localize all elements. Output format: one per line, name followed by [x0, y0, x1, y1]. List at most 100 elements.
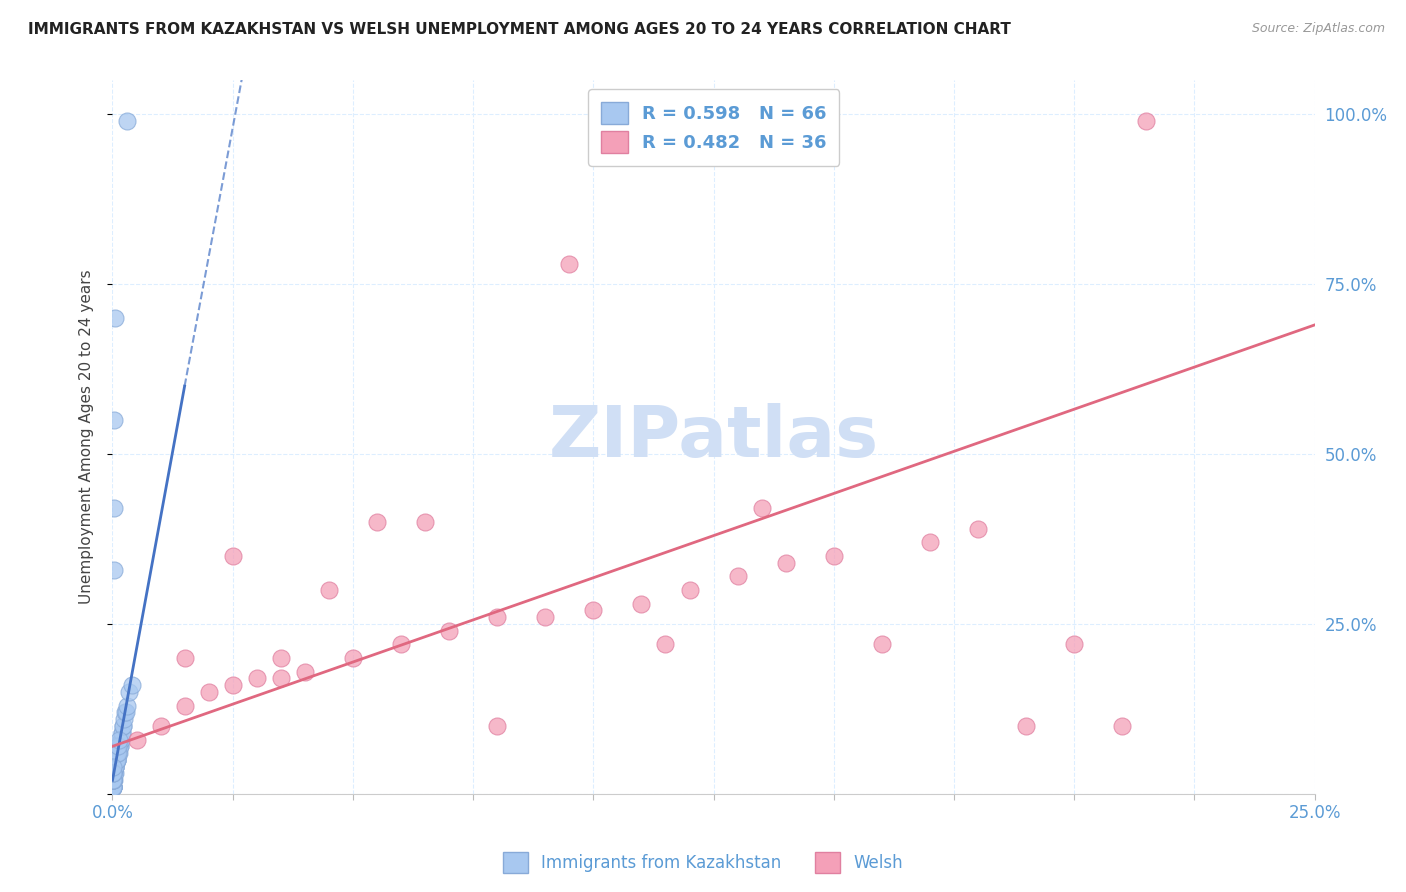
Point	[103, 413, 125, 427]
Point	[104, 311, 127, 326]
Point	[103, 773, 125, 788]
Point	[823, 549, 845, 563]
Point	[105, 753, 128, 767]
Point	[437, 624, 460, 638]
Point	[101, 773, 124, 788]
Point	[101, 773, 124, 788]
Point	[107, 746, 129, 760]
Point	[775, 556, 797, 570]
Point	[105, 753, 128, 767]
Point	[270, 651, 292, 665]
Point	[366, 515, 388, 529]
Point	[104, 760, 127, 774]
Point	[101, 773, 124, 788]
Text: Source: ZipAtlas.com: Source: ZipAtlas.com	[1251, 22, 1385, 36]
Point	[107, 732, 129, 747]
Point	[104, 753, 127, 767]
Point	[558, 257, 581, 271]
Legend: R = 0.598   N = 66, R = 0.482   N = 36: R = 0.598 N = 66, R = 0.482 N = 36	[588, 89, 839, 166]
Point	[1135, 114, 1157, 128]
Point	[534, 610, 557, 624]
Point	[318, 582, 340, 597]
Point	[105, 746, 128, 760]
Point	[918, 535, 941, 549]
Point	[173, 698, 195, 713]
Point	[121, 678, 143, 692]
Text: ZIPatlas: ZIPatlas	[548, 402, 879, 472]
Point	[107, 739, 129, 754]
Point	[114, 706, 136, 720]
Point	[342, 651, 364, 665]
Point	[110, 732, 132, 747]
Point	[104, 766, 127, 780]
Point	[246, 671, 269, 685]
Point	[413, 515, 436, 529]
Point	[582, 603, 605, 617]
Point	[104, 760, 127, 774]
Point	[110, 725, 132, 739]
Point	[103, 766, 125, 780]
Point	[115, 114, 138, 128]
Point	[389, 637, 412, 651]
Point	[101, 766, 124, 780]
Point	[107, 746, 129, 760]
Point	[101, 780, 124, 794]
Point	[1111, 719, 1133, 733]
Point	[173, 651, 195, 665]
Point	[270, 671, 292, 685]
Point	[115, 698, 138, 713]
Point	[108, 739, 131, 754]
Point	[115, 706, 138, 720]
Point	[103, 766, 125, 780]
Point	[101, 766, 124, 780]
Point	[103, 773, 125, 788]
Point	[149, 719, 172, 733]
Point	[118, 685, 141, 699]
Point	[103, 773, 125, 788]
Point	[101, 773, 124, 788]
Point	[486, 719, 509, 733]
Point	[112, 719, 135, 733]
Point	[967, 522, 990, 536]
Point	[294, 665, 316, 679]
Point	[103, 780, 125, 794]
Point	[103, 760, 125, 774]
Point	[103, 766, 125, 780]
Point	[630, 597, 652, 611]
Point	[108, 739, 131, 754]
Point	[870, 637, 893, 651]
Point	[104, 753, 127, 767]
Point	[101, 773, 124, 788]
Point	[1063, 637, 1085, 651]
Point	[101, 780, 124, 794]
Point	[678, 582, 700, 597]
Point	[103, 766, 125, 780]
Point	[1015, 719, 1038, 733]
Point	[105, 753, 128, 767]
Point	[112, 712, 135, 726]
Point	[105, 753, 128, 767]
Point	[104, 760, 127, 774]
Point	[101, 760, 124, 774]
Text: IMMIGRANTS FROM KAZAKHSTAN VS WELSH UNEMPLOYMENT AMONG AGES 20 TO 24 YEARS CORRE: IMMIGRANTS FROM KAZAKHSTAN VS WELSH UNEM…	[28, 22, 1011, 37]
Point	[103, 780, 125, 794]
Point	[751, 501, 773, 516]
Point	[654, 637, 676, 651]
Point	[103, 773, 125, 788]
Point	[727, 569, 749, 583]
Y-axis label: Unemployment Among Ages 20 to 24 years: Unemployment Among Ages 20 to 24 years	[79, 269, 94, 605]
Point	[103, 501, 125, 516]
Point	[222, 678, 245, 692]
Point	[486, 610, 509, 624]
Point	[103, 766, 125, 780]
Point	[107, 746, 129, 760]
Point	[111, 725, 134, 739]
Point	[101, 780, 124, 794]
Point	[105, 753, 128, 767]
Point	[110, 732, 132, 747]
Legend: Immigrants from Kazakhstan, Welsh: Immigrants from Kazakhstan, Welsh	[496, 846, 910, 880]
Point	[104, 760, 127, 774]
Point	[104, 753, 127, 767]
Point	[105, 753, 128, 767]
Point	[111, 719, 134, 733]
